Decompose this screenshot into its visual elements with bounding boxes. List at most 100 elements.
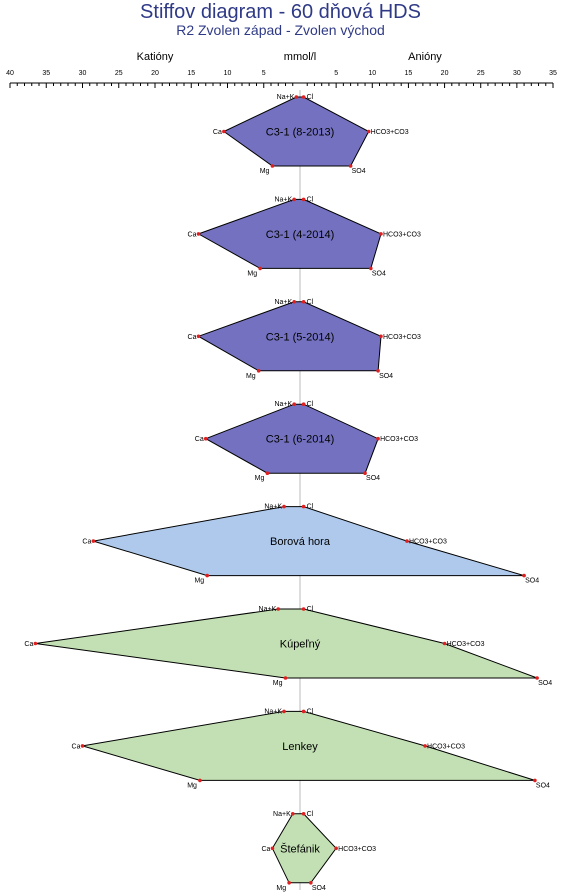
ion-label-hco3: HCO3+CO3 (383, 334, 421, 341)
ion-point (292, 197, 297, 202)
ion-point (379, 334, 383, 339)
ion-label-na-k: Na+K (264, 504, 282, 511)
ion-point (256, 369, 261, 373)
ion-point (80, 744, 85, 748)
ion-point (348, 164, 353, 168)
ion-label-na-k: Na+K (277, 94, 295, 101)
ion-label-cl: Cl (307, 94, 314, 101)
sample-name: Borová hora (270, 536, 331, 548)
ion-label-ca: Ca (188, 334, 197, 341)
cation-tick-label: 10 (224, 70, 232, 77)
anion-tick-label: 35 (549, 70, 557, 77)
ion-label-cl: Cl (307, 708, 314, 715)
ion-point (290, 812, 295, 816)
ion-label-mg: Mg (273, 680, 283, 687)
ion-point (405, 539, 409, 543)
ion-point (282, 709, 286, 714)
cation-tick-label: 20 (151, 70, 159, 77)
ion-point (301, 300, 306, 304)
ion-label-so4: SO4 (536, 782, 550, 789)
ion-point (91, 539, 96, 543)
ion-label-hco3: HCO3+CO3 (409, 539, 447, 546)
ion-point (301, 402, 306, 407)
samples: Na+K Cl HCO3+CO3 SO4 Mg Ca C3-1 (8-2013) Na+K Cl… (24, 94, 552, 892)
sample-name: C3-1 (4-2014) (266, 229, 334, 241)
anion-tick-label: 25 (477, 70, 485, 77)
ion-point (301, 504, 306, 509)
anion-tick-label: 10 (368, 70, 376, 77)
ion-point (196, 232, 201, 236)
left-axis-label: Katióny (137, 51, 174, 63)
stiff-polygon-4: Na+K Cl HCO3+CO3 SO4 Mg Ca C3-1 (6-2014) (195, 401, 418, 482)
stiff-polygon-2: Na+K Cl HCO3+CO3 SO4 Mg Ca C3-1 (4-2014) (188, 196, 421, 277)
ion-label-na-k: Na+K (259, 606, 277, 613)
ion-point (301, 607, 306, 611)
ion-label-ca: Ca (82, 539, 91, 546)
ion-point (535, 676, 539, 680)
cation-tick-label: 5 (262, 70, 266, 77)
ion-label-cl: Cl (307, 196, 314, 203)
ion-label-ca: Ca (72, 743, 81, 750)
ion-label-mg: Mg (247, 270, 257, 277)
ion-label-cl: Cl (307, 504, 314, 511)
ion-point (292, 402, 297, 407)
ion-label-mg: Mg (246, 373, 256, 380)
ion-label-hco3: HCO3+CO3 (380, 436, 418, 443)
ion-label-hco3: HCO3+CO3 (427, 743, 465, 750)
unit-label: mmol/l (284, 51, 316, 63)
ion-label-hco3: HCO3+CO3 (338, 846, 376, 853)
ion-point (334, 846, 338, 851)
ion-point (369, 266, 373, 271)
anion-tick-label: 15 (405, 70, 413, 77)
ion-label-so4: SO4 (352, 168, 366, 175)
ion-label-so4: SO4 (379, 373, 393, 380)
ion-label-hco3: HCO3+CO3 (447, 641, 485, 648)
ion-label-so4: SO4 (366, 475, 380, 482)
ion-label-so4: SO4 (312, 885, 326, 892)
ion-label-hco3: HCO3+CO3 (371, 129, 409, 136)
stiff-polygon-5: Na+K Cl HCO3+CO3 SO4 Mg Ca Borová hora (82, 504, 539, 585)
scale-axis: 40 35 30 25 20 15 10 5 5 10 15 20 25 30 35 (6, 70, 557, 88)
ion-point (442, 641, 447, 646)
ion-label-cl: Cl (307, 401, 314, 408)
stiff-polygon-6: Na+K Cl HCO3+CO3 SO4 Mg Ca Kúpeľný (24, 606, 552, 687)
anion-tick-label: 5 (334, 70, 338, 77)
cation-tick-label: 15 (187, 70, 195, 77)
cation-tick-label: 40 (6, 70, 14, 77)
ion-label-na-k: Na+K (264, 708, 282, 715)
ion-label-ca: Ca (261, 846, 270, 853)
chart-subtitle: R2 Zvolen západ - Zvolen východ (176, 22, 385, 38)
sample-name: C3-1 (5-2014) (266, 331, 334, 343)
ion-label-so4: SO4 (525, 578, 539, 585)
ion-label-na-k: Na+K (274, 299, 292, 306)
ion-point (301, 95, 306, 99)
ion-label-mg: Mg (187, 782, 197, 789)
ion-point (533, 778, 537, 783)
ion-point (270, 846, 275, 851)
ion-label-na-k: Na+K (274, 401, 292, 408)
ion-point (292, 300, 297, 304)
ion-point (301, 812, 306, 816)
ion-point (287, 881, 291, 885)
ion-point (283, 676, 288, 680)
ion-point (196, 334, 201, 339)
ion-point (258, 266, 262, 271)
chart-title: Stiffov diagram - 60 dňová HDS (140, 1, 421, 23)
stiff-polygon-8: Na+K Cl HCO3+CO3 SO4 Mg Ca Štefánik (261, 811, 376, 892)
sample-name: Kúpeľný (280, 639, 321, 651)
ion-label-so4: SO4 (372, 270, 386, 277)
ion-label-ca: Ca (213, 129, 222, 136)
cation-tick-label: 35 (42, 70, 50, 77)
ion-point (376, 436, 380, 441)
ion-point (203, 436, 208, 441)
right-axis-label: Anióny (408, 51, 442, 63)
ion-point (33, 641, 38, 646)
sample-name: Lenkey (282, 741, 318, 753)
ion-point (363, 471, 367, 476)
cation-tick-label: 30 (79, 70, 87, 77)
ion-point (301, 197, 306, 202)
ion-point (379, 232, 383, 236)
ion-point (301, 709, 306, 714)
ion-point (222, 129, 226, 134)
